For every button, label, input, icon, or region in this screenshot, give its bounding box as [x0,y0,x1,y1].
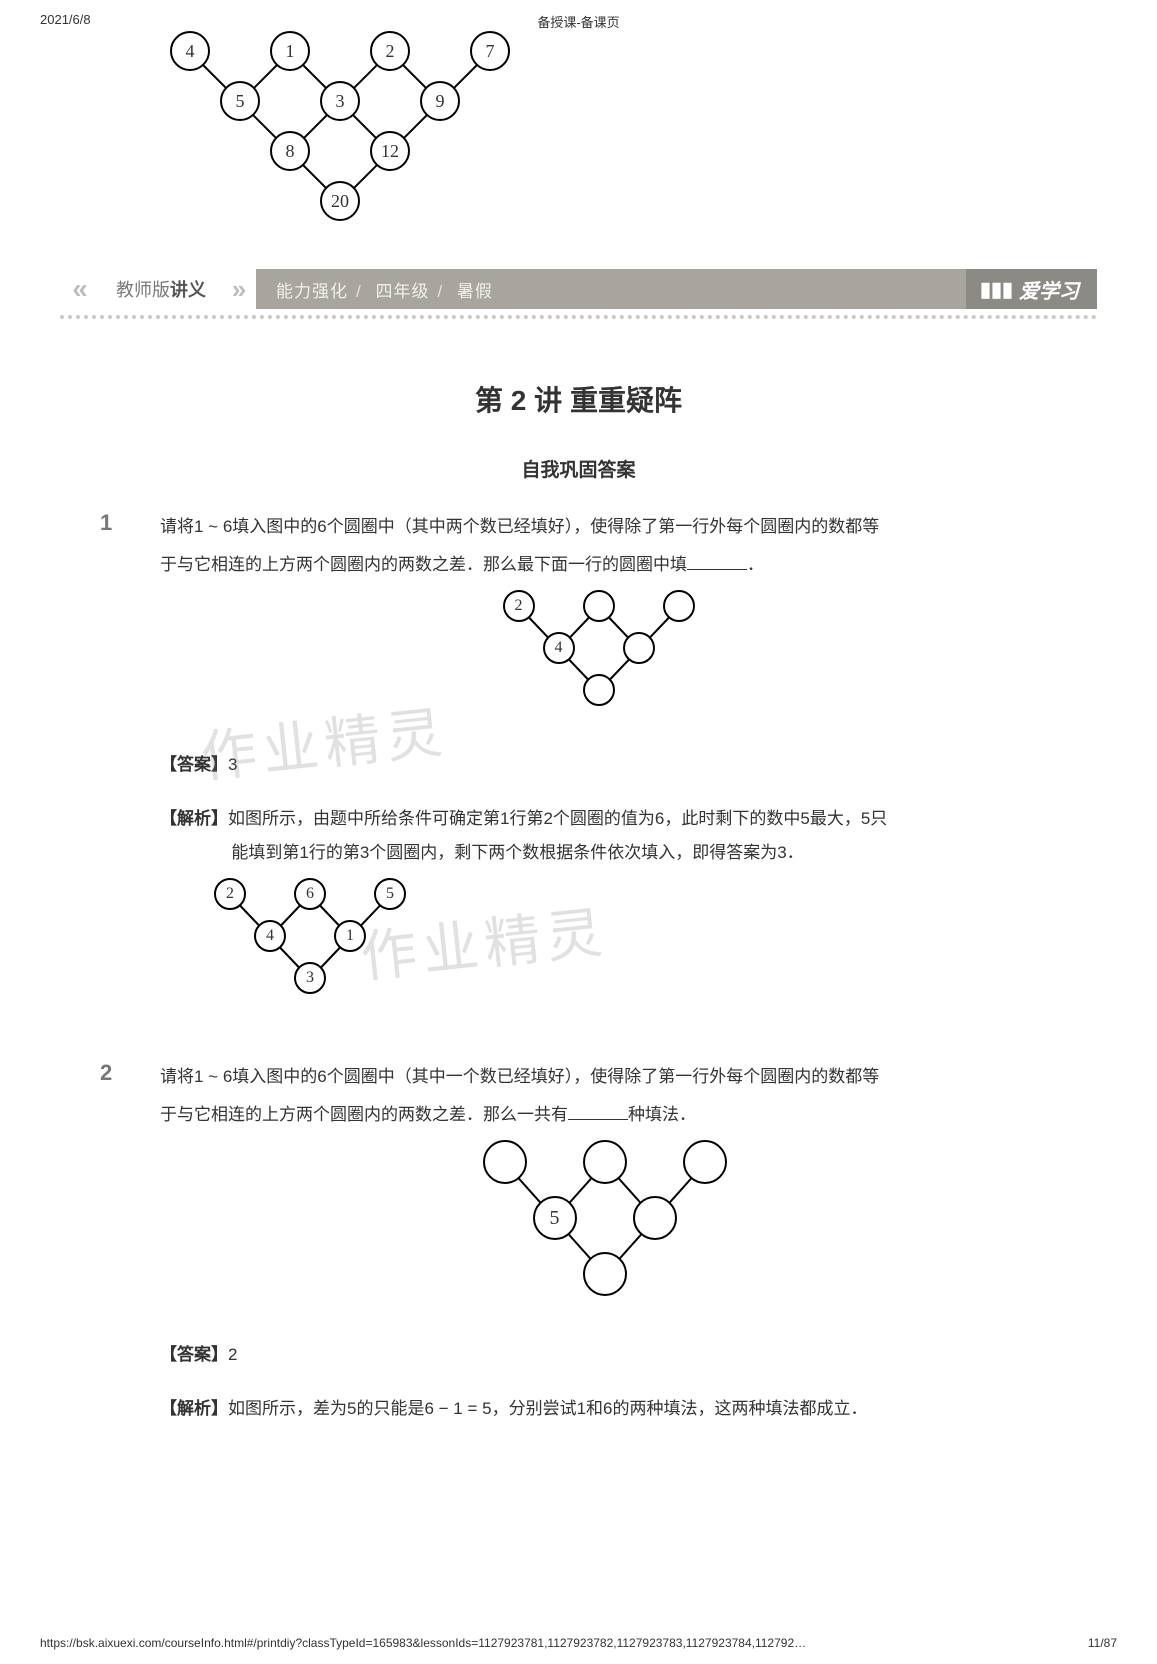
explain-text: 如图所示，由题中所给条件可确定第1行第2个圆圈的值为6，此时剩下的数中5最大，5… [228,809,887,828]
fill-blank [568,1103,628,1120]
diagram-node [583,1252,627,1296]
brand-badge: ▮▮▮ 爱学习 [966,269,1097,309]
answer-label: 【答案】 [160,1345,228,1364]
diagram-node: 2 [214,878,246,910]
problem1-diagram-solved: 2 6 5 4 13 [160,876,1057,1016]
lesson-title: 第 2 讲 重重疑阵 [100,379,1057,419]
diagram-node: 5 [533,1196,577,1240]
explain-label: 【解析】 [160,1399,228,1418]
diagram-node: 3 [320,81,360,121]
diagram-node: 7 [470,31,510,71]
explain-text: 能填到第1行的第3个圆圈内，剩下两个数根据条件依次填入，即得答案为3． [160,836,1057,870]
problem-number: 1 [100,510,160,1020]
problem-text: 请将1 ~ 6填入图中的6个圆圈中（其中一个数已经填好），使得除了第一行外每个圆… [160,1067,879,1086]
problem-number: 2 [100,1060,160,1426]
header-date: 2021/6/8 [40,12,91,27]
lesson-banner: « 教师版讲义 » 能力强化/ 四年级/ 暑假 ▮▮▮ 爱学习 [60,269,1097,309]
diagram-node: 2 [503,590,535,622]
explain-text: 如图所示，差为5的只能是6 − 1 = 5，分别尝试1和6的两种填法，这两种填法… [228,1399,867,1418]
diagram-node: 1 [270,31,310,71]
diagram-node: 6 [294,878,326,910]
banner-breadcrumbs: 能力强化/ 四年级/ 暑假 [256,277,493,302]
diagram-node: 9 [420,81,460,121]
answer-value: 2 [228,1345,237,1364]
problem-body: 请将1 ~ 6填入图中的6个圆圈中（其中一个数已经填好），使得除了第一行外每个圆… [160,1060,1057,1426]
diagram-node: 2 [370,31,410,71]
problem2-diagram-given: 5 [160,1138,1057,1318]
diagram-node: 3 [294,962,326,994]
diagram-node: 4 [170,31,210,71]
diagram-node: 1 [334,920,366,952]
problem-text: 于与它相连的上方两个圆圈内的两数之差．那么一共有 [160,1105,568,1124]
diagram-node [583,1140,627,1184]
problem-text: ． [747,555,764,574]
top-number-diagram: 412753981220 [0,31,1157,251]
diagram-node [663,590,695,622]
print-footer: https://bsk.aixuexi.com/courseInfo.html#… [0,1626,1157,1664]
problem-text: 请将1 ~ 6填入图中的6个圆圈中（其中两个数已经填好），使得除了第一行外每个圆… [160,517,879,536]
page-content: 第 2 讲 重重疑阵 自我巩固答案 1 请将1 ~ 6填入图中的6个圆圈中（其中… [0,319,1157,1506]
footer-url: https://bsk.aixuexi.com/courseInfo.html#… [40,1636,806,1650]
problem-text: 于与它相连的上方两个圆圈内的两数之差．那么最下面一行的圆圈中填 [160,555,687,574]
diagram-node: 4 [543,632,575,664]
print-header: 2021/6/8 备授课-备课页 [0,0,1157,31]
problem-text: 种填法． [628,1105,696,1124]
header-center: 备授课-备课页 [537,12,619,31]
diagram-node: 4 [254,920,286,952]
diagram-node [583,590,615,622]
banner-label: 教师版讲义 [100,269,222,309]
problem1-diagram-given: 24 [160,588,1057,728]
footer-pagenum: 11/87 [1088,1636,1117,1650]
chevrons-right-icon: » [222,269,256,309]
fill-blank [687,553,747,570]
diagram-node: 12 [370,131,410,171]
diagram-node [623,632,655,664]
diagram-node [583,674,615,706]
problem-block: 1 请将1 ~ 6填入图中的6个圆圈中（其中两个数已经填好），使得除了第一行外每… [100,510,1057,1020]
diagram-node: 8 [270,131,310,171]
diagram-node [683,1140,727,1184]
book-icon: ▮▮▮ [980,277,1013,302]
explain-label: 【解析】 [160,809,228,828]
answer-label: 【答案】 [160,755,228,774]
problem-body: 请将1 ~ 6填入图中的6个圆圈中（其中两个数已经填好），使得除了第一行外每个圆… [160,510,1057,1020]
diagram-node: 5 [220,81,260,121]
diagram-node: 20 [320,181,360,221]
chevrons-left-icon: « [60,269,100,309]
answer-value: 3 [228,755,237,774]
diagram-node [483,1140,527,1184]
diagram-node [633,1196,677,1240]
problem-block: 2 请将1 ~ 6填入图中的6个圆圈中（其中一个数已经填好），使得除了第一行外每… [100,1060,1057,1426]
diagram-node: 5 [374,878,406,910]
lesson-subtitle: 自我巩固答案 [100,455,1057,482]
